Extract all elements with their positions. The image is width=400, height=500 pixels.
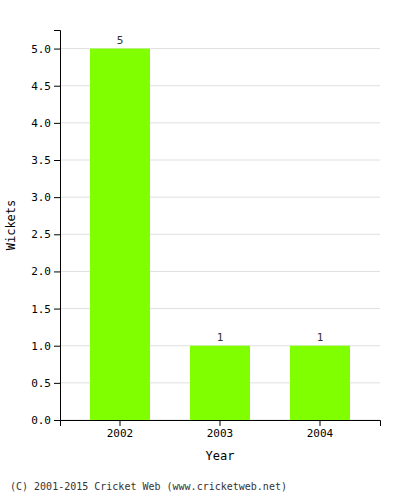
y-tick-mark [54,420,60,421]
y-tick: 1.5 [31,303,60,316]
y-tick-label: 1.0 [31,340,51,353]
x-axis: 2002 2003 2004 [61,420,381,440]
y-tick-label: 4.0 [31,117,51,130]
x-axis-title: Year [206,449,235,463]
x-tick: 2003 [207,420,234,440]
y-tick-mark [54,271,60,272]
y-tick: 2.0 [31,265,60,278]
bar [190,346,250,420]
y-tick-label: 1.5 [31,303,51,316]
bar [290,346,350,420]
y-tick-label: 2.5 [31,228,51,241]
data-label: 1 [217,331,224,344]
y-tick: 4.5 [31,80,60,93]
y-axis-line [54,31,61,421]
y-tick-mark [54,234,60,235]
x-tick-label: 2003 [207,427,234,440]
y-tick-mark [54,197,60,198]
y-tick: 5.0 [31,43,60,56]
y-tick-label: 0.0 [31,414,51,427]
y-tick-mark [54,309,60,310]
plot: 0.00.51.01.52.02.53.03.54.04.55.02002200… [4,31,381,464]
y-tick: 4.0 [31,117,60,130]
x-tick-mark [220,420,221,426]
y-axis-title: Wickets [4,200,18,251]
y-tick-mark [54,346,60,347]
y-axis: 0.0 0.5 1.0 1.5 2.0 2.5 3.0 3.5 4.0 4.5 5.0 [31,31,60,428]
bars [90,49,350,420]
y-tick-mark [54,160,60,161]
footer: (C) 2001-2015 Cricket Web (www.cricketwe… [10,481,287,492]
y-tick-mark [54,49,60,50]
y-tick-label: 4.5 [31,80,51,93]
y-tick-mark [54,123,60,124]
bar [90,49,150,420]
grid [60,49,380,420]
x-tick-label: 2002 [107,427,134,440]
x-tick-label: 2004 [307,427,334,440]
y-tick-label: 2.0 [31,265,51,278]
y-tick-label: 3.5 [31,154,51,167]
y-tick: 2.5 [31,228,60,241]
y-tick-mark [54,86,60,87]
x-tick: 2002 [107,420,134,440]
data-labels: 5 1 1 [117,34,324,344]
y-tick-label: 0.5 [31,377,51,390]
x-tick-mark [120,420,121,426]
x-axis-line [61,421,381,427]
y-tick-label: 3.0 [31,191,51,204]
y-tick: 1.0 [31,340,60,353]
y-tick: 3.0 [31,191,60,204]
y-tick: 0.5 [31,377,60,390]
y-tick-label: 5.0 [31,43,51,56]
chart: 0.00.51.01.52.02.53.03.54.04.55.02002200… [0,0,400,500]
y-tick: 0.0 [31,414,60,427]
data-label: 5 [117,34,124,47]
data-label: 1 [317,331,324,344]
x-tick-mark [320,420,321,426]
y-tick-mark [54,383,60,384]
x-tick: 2004 [307,420,334,440]
y-tick: 3.5 [31,154,60,167]
